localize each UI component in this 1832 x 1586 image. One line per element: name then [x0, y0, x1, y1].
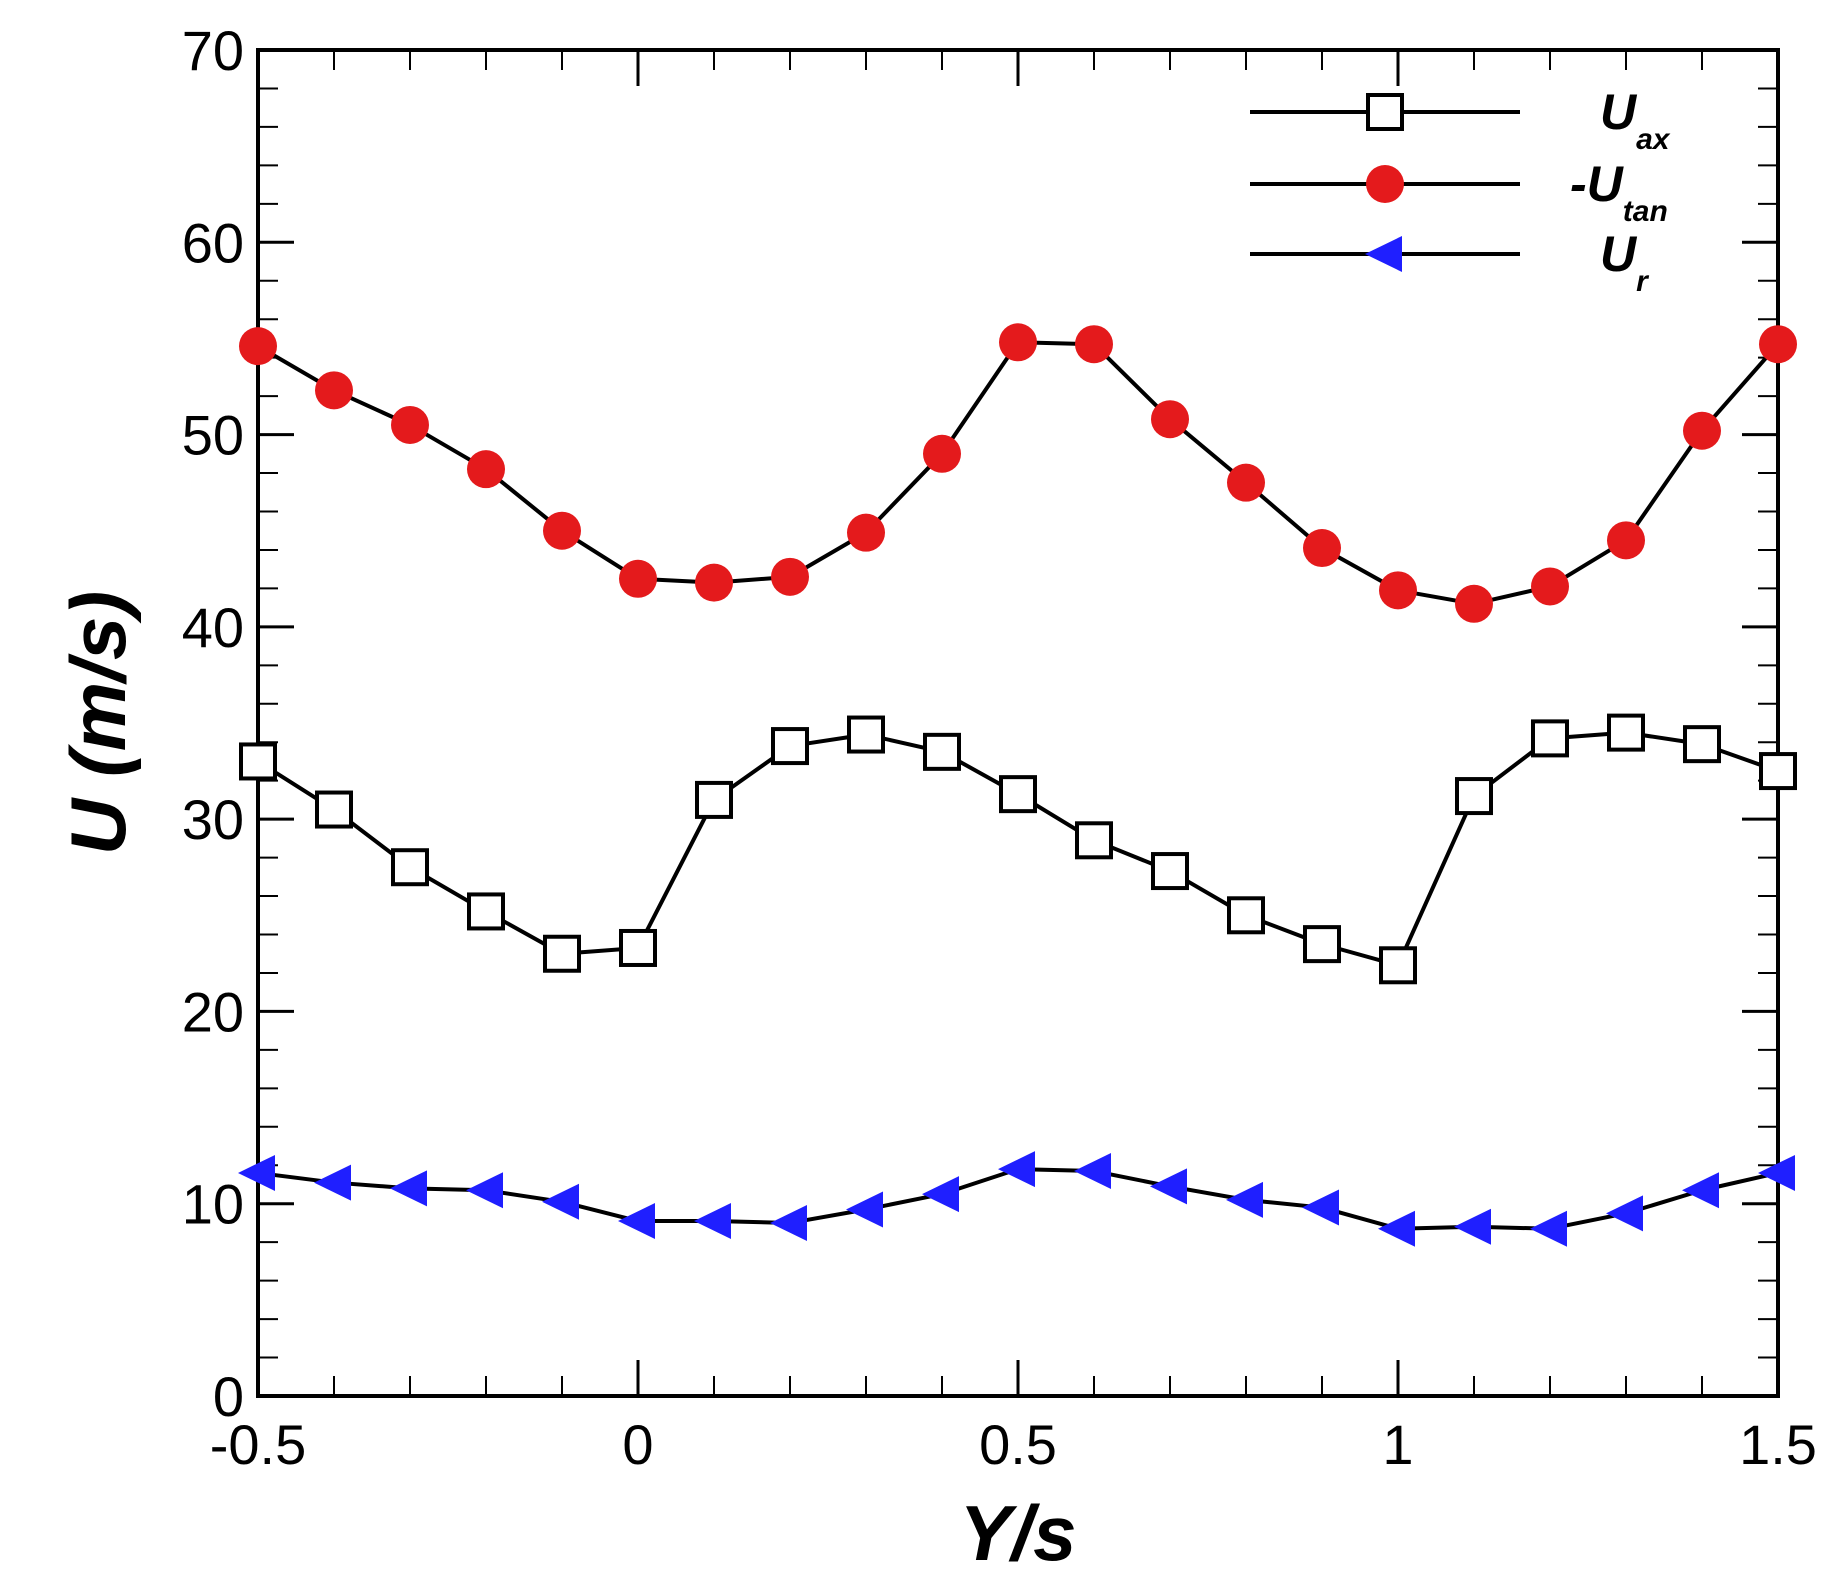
data-point — [923, 732, 961, 771]
data-point — [1683, 411, 1721, 450]
data-point — [1531, 567, 1569, 606]
y-tick-label: 10 — [182, 1173, 244, 1236]
data-point — [618, 1203, 655, 1240]
data-point — [390, 1170, 427, 1207]
y-tick-label: 20 — [182, 980, 244, 1043]
data-point — [695, 780, 733, 819]
x-tick-label: 0.5 — [979, 1413, 1057, 1476]
y-tick-label: 60 — [182, 211, 244, 274]
legend-item: -Utan — [1250, 156, 1668, 228]
data-point — [846, 1191, 883, 1228]
data-point — [391, 405, 429, 444]
legend-marker — [1365, 236, 1402, 272]
y-tick-label: 30 — [182, 788, 244, 851]
series-U_ax — [239, 713, 1797, 985]
data-point — [314, 1164, 351, 1201]
data-point — [1758, 1154, 1795, 1191]
data-point — [923, 434, 961, 473]
data-point — [694, 1203, 731, 1240]
data-point — [619, 559, 657, 598]
data-point — [391, 848, 429, 887]
y-tick-label: 70 — [182, 19, 244, 82]
data-point — [1454, 1208, 1491, 1245]
data-point — [239, 742, 277, 781]
data-point — [1075, 821, 1113, 860]
series-U_r — [238, 1151, 1795, 1247]
series-layer — [238, 323, 1797, 1247]
data-point — [1151, 400, 1189, 439]
x-tick-label: 1 — [1382, 1413, 1413, 1476]
data-point — [315, 790, 353, 829]
data-point — [1379, 571, 1417, 610]
data-point — [1075, 325, 1113, 364]
data-point — [771, 727, 809, 766]
data-point — [1227, 896, 1265, 935]
x-tick-label: -0.5 — [210, 1413, 307, 1476]
data-point — [542, 1183, 579, 1220]
data-point — [922, 1176, 959, 1213]
x-tick-label: 1.5 — [1739, 1413, 1817, 1476]
data-point — [1531, 719, 1569, 758]
data-point — [999, 775, 1037, 814]
data-point — [999, 323, 1037, 362]
y-tick-label: 0 — [213, 1365, 244, 1428]
y-axis-title: U (m/s) — [54, 591, 142, 855]
data-point — [695, 563, 733, 602]
data-point — [847, 715, 885, 754]
data-point — [1607, 521, 1645, 560]
data-point — [1759, 325, 1797, 364]
data-point — [1303, 925, 1341, 964]
series--U_tan — [239, 323, 1797, 623]
data-point — [1151, 852, 1189, 891]
legend-label: Uax — [1600, 84, 1671, 156]
data-point — [1682, 1172, 1719, 1209]
data-point — [1606, 1195, 1643, 1232]
legend-item: Uax — [1250, 84, 1671, 156]
data-point — [238, 1154, 275, 1191]
data-point — [1150, 1168, 1187, 1205]
data-point — [467, 450, 505, 489]
data-point — [1455, 584, 1493, 623]
y-tick-label: 50 — [182, 404, 244, 467]
data-point — [619, 928, 657, 967]
data-point — [1530, 1210, 1567, 1247]
data-point — [770, 1204, 807, 1241]
x-tick-label: 0 — [622, 1413, 653, 1476]
data-point — [1607, 713, 1645, 752]
data-point — [315, 371, 353, 410]
y-tick-label: 40 — [182, 596, 244, 659]
data-point — [543, 511, 581, 550]
legend-marker — [1366, 93, 1404, 131]
data-point — [1226, 1181, 1263, 1218]
data-point — [543, 934, 581, 973]
data-point — [467, 892, 505, 931]
legend-label: Ur — [1600, 226, 1650, 298]
data-point — [1303, 529, 1341, 568]
axis-ticks — [256, 48, 1780, 1398]
data-point — [466, 1172, 503, 1209]
data-point — [1074, 1153, 1111, 1190]
legend-label: -Utan — [1570, 156, 1668, 228]
legend-marker — [1366, 165, 1404, 203]
data-point — [1227, 463, 1265, 502]
data-point — [1759, 752, 1797, 791]
data-point — [1455, 777, 1493, 816]
data-point — [239, 327, 277, 366]
data-point — [1683, 725, 1721, 764]
data-point — [1379, 946, 1417, 985]
data-point — [771, 557, 809, 596]
legend-item: Ur — [1250, 226, 1650, 298]
data-point — [847, 513, 885, 552]
x-axis-title: Y/s — [959, 1489, 1076, 1577]
data-point — [998, 1151, 1035, 1188]
data-point — [1302, 1189, 1339, 1226]
data-point — [1378, 1210, 1415, 1247]
